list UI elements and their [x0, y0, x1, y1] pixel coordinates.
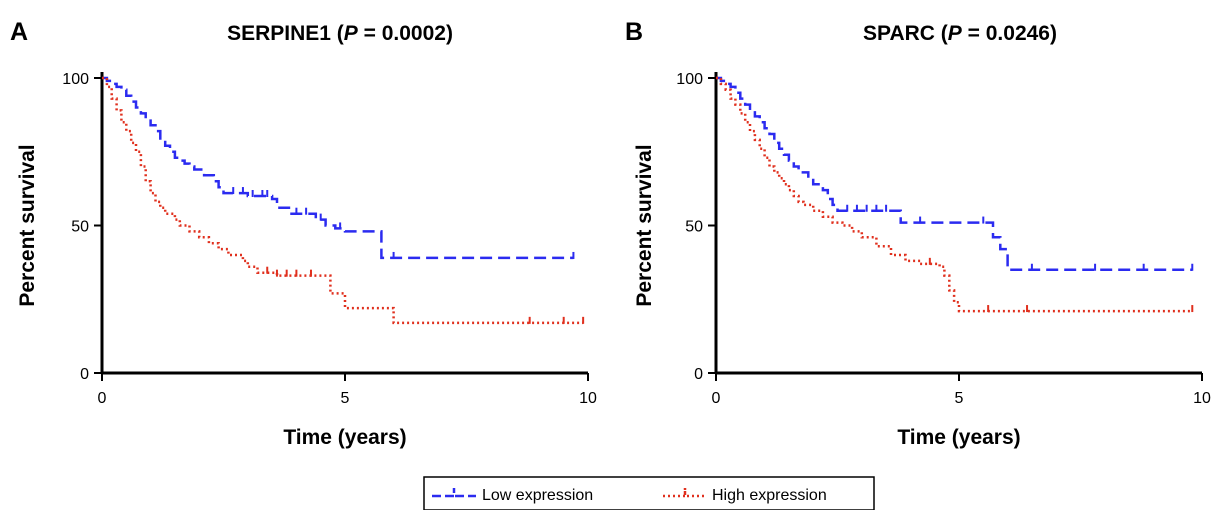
title-gene: SERPINE1: [227, 22, 331, 45]
y-tick-label: 100: [676, 71, 703, 88]
legend-box: [423, 476, 875, 510]
x-axis-title: Time (years): [283, 426, 406, 449]
title-rest: = 0.0246): [962, 22, 1057, 45]
panel-letter: A: [10, 18, 28, 46]
survival-curve: [716, 76, 1193, 313]
legend: Low expression High expression: [423, 476, 875, 510]
series-low-expression: [102, 76, 575, 260]
survival-curve: [102, 76, 584, 325]
y-tick-label: 0: [80, 366, 89, 383]
x-tick-label: 0: [98, 390, 107, 407]
panel-letter: B: [625, 18, 643, 46]
survival-curve: [716, 76, 1193, 272]
legend-swatch: [432, 488, 476, 498]
x-tick-label: 10: [1193, 390, 1211, 407]
legend-swatch: [663, 488, 707, 498]
panel-a: A SERPINE1 (P = 0.0002) 0 50 100 0 5 10 Time (ye…: [10, 18, 597, 449]
title-rest: = 0.0002): [358, 22, 453, 45]
title-gene: SPARC: [863, 22, 935, 45]
legend-item-dashed: Low expression: [432, 487, 593, 504]
panel-title: SERPINE1 (P = 0.0002): [227, 22, 453, 45]
title-p: P: [344, 22, 359, 45]
title-p: P: [948, 22, 963, 45]
series-high-expression: [102, 76, 585, 325]
y-axis-title: Percent survival: [16, 144, 39, 306]
y-axis-title: Percent survival: [633, 144, 656, 306]
survival-curve: [102, 76, 574, 260]
series-low-expression: [716, 76, 1194, 272]
legend-label: Low expression: [482, 487, 593, 504]
x-axis-title: Time (years): [897, 426, 1020, 449]
x-tick-label: 5: [341, 390, 350, 407]
legend-label: High expression: [712, 487, 827, 504]
panel-b: B SPARC (P = 0.0246) 0 50 100 0 5 10 Time (years…: [625, 18, 1211, 449]
y-tick-label: 50: [685, 219, 703, 236]
title-open: (: [331, 22, 344, 45]
legend-item-dotted: High expression: [663, 487, 827, 504]
x-tick-label: 0: [712, 390, 721, 407]
y-tick-label: 50: [71, 219, 89, 236]
x-tick-label: 10: [579, 390, 597, 407]
y-tick-label: 100: [62, 71, 89, 88]
x-tick-label: 5: [955, 390, 964, 407]
panel-title: SPARC (P = 0.0246): [863, 22, 1057, 45]
y-tick-label: 0: [694, 366, 703, 383]
title-open: (: [935, 22, 948, 45]
series-high-expression: [716, 76, 1194, 313]
